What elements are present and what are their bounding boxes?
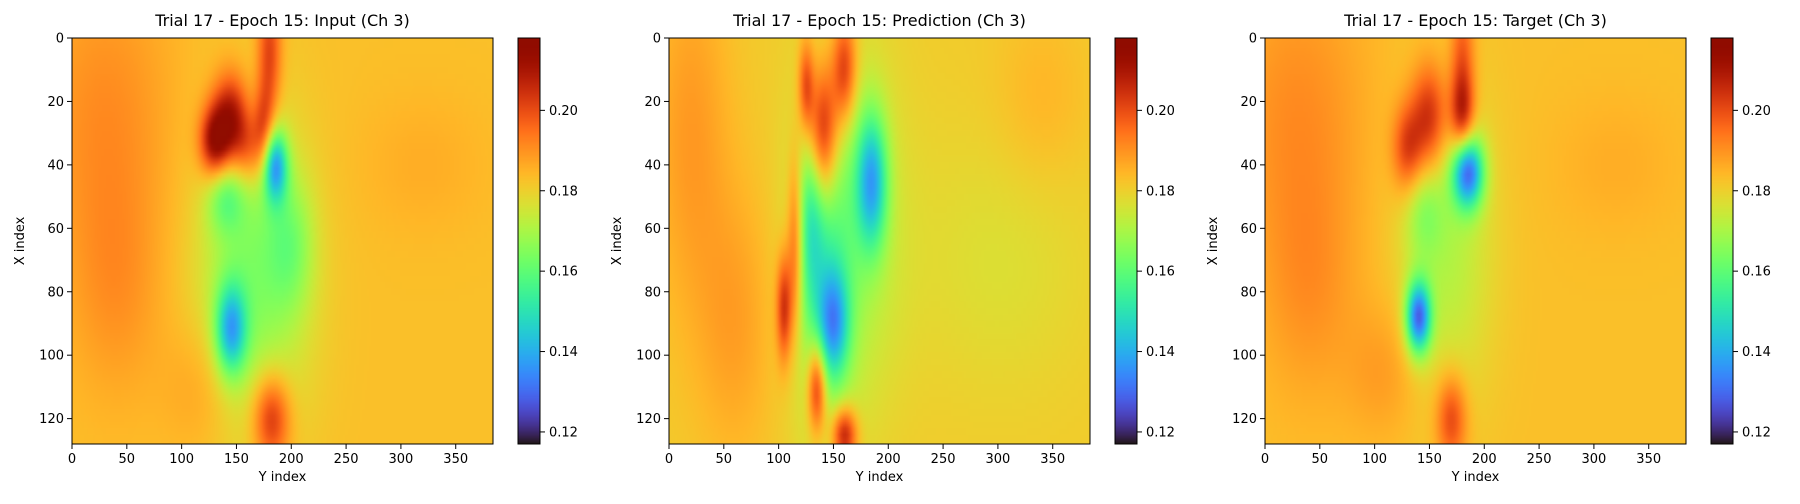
y-tick-label: 20	[47, 95, 64, 110]
colorbar-frame	[517, 37, 541, 445]
chart-title: Trial 17 - Epoch 15: Target (Ch 3)	[1343, 11, 1607, 30]
y-tick-label: 120	[39, 412, 64, 427]
y-tick-label: 20	[1240, 95, 1257, 110]
colorbar-tick-label: 0.14	[1146, 345, 1175, 360]
x-tick-label: 300	[985, 452, 1010, 467]
x-tick-label: 150	[1417, 452, 1442, 467]
chart-title: Trial 17 - Epoch 15: Prediction (Ch 3)	[732, 11, 1026, 30]
colorbar-gradient	[1115, 38, 1137, 444]
colorbar-tick-label: 0.12	[549, 425, 578, 440]
x-tick-label: 50	[716, 452, 733, 467]
x-tick-label: 350	[1636, 452, 1661, 467]
y-tick-label: 100	[636, 349, 661, 364]
y-tick-label: 80	[1240, 285, 1257, 300]
colorbar: 0.12 0.14 0.16 0.18 0.20	[1114, 37, 1175, 445]
y-tick-label: 60	[47, 222, 64, 237]
y-axis-label: X index	[13, 216, 28, 265]
y-tick-label: 40	[47, 158, 64, 173]
colorbar-frame	[1710, 37, 1734, 445]
x-tick-label: 300	[1581, 452, 1606, 467]
colorbar-tick-label: 0.14	[549, 345, 578, 360]
y-tick-label: 60	[1240, 222, 1257, 237]
plot-frame	[71, 37, 494, 445]
colorbar-tick-label: 0.16	[549, 265, 578, 280]
colorbar-tick-label: 0.12	[1742, 425, 1771, 440]
colorbar-gradient	[518, 38, 540, 444]
y-tick-label: 80	[47, 285, 64, 300]
y-tick-label: 80	[644, 285, 661, 300]
x-tick-label: 200	[1472, 452, 1497, 467]
x-tick-label: 350	[1040, 452, 1065, 467]
y-tick-label: 60	[644, 222, 661, 237]
plot-frame	[668, 37, 1091, 445]
x-axis-label: Y index	[1451, 470, 1500, 485]
heatmap-image	[1265, 38, 1686, 444]
y-tick-label: 40	[1240, 158, 1257, 173]
colorbar-tick-label: 0.18	[1146, 184, 1175, 199]
x-tick-label: 0	[1261, 452, 1269, 467]
x-tick-label: 200	[279, 452, 304, 467]
heatmap-image	[669, 38, 1090, 444]
panel-prediction: Trial 17 - Epoch 15: Prediction (Ch 3) 0 5…	[610, 11, 1175, 485]
x-axis-label: Y index	[258, 470, 307, 485]
x-tick-label: 100	[1362, 452, 1387, 467]
colorbar-tick-label: 0.14	[1742, 345, 1771, 360]
colorbar-tick-label: 0.12	[1146, 425, 1175, 440]
x-tick-label: 350	[443, 452, 468, 467]
x-tick-label: 150	[224, 452, 249, 467]
x-tick-label: 250	[1527, 452, 1552, 467]
x-tick-label: 250	[334, 452, 359, 467]
x-tick-label: 100	[169, 452, 194, 467]
panel-target: Trial 17 - Epoch 15: Target (Ch 3) 0 50 100…	[1206, 11, 1771, 485]
y-tick-label: 0	[1249, 32, 1257, 47]
chart-title: Trial 17 - Epoch 15: Input (Ch 3)	[154, 11, 410, 30]
panel-input: Trial 17 - Epoch 15: Input (Ch 3) 0 50 100 1…	[13, 11, 578, 485]
y-tick-label: 100	[39, 349, 64, 364]
y-tick-label: 120	[1232, 412, 1257, 427]
plot-frame	[1264, 37, 1687, 445]
x-tick-label: 250	[931, 452, 956, 467]
x-tick-label: 0	[68, 452, 76, 467]
y-axis-label: X index	[1206, 216, 1221, 265]
x-tick-label: 100	[766, 452, 791, 467]
y-tick-label: 0	[653, 32, 661, 47]
x-axis-label: Y index	[855, 470, 904, 485]
y-tick-label: 100	[1232, 349, 1257, 364]
colorbar-frame	[1114, 37, 1138, 445]
x-tick-label: 200	[876, 452, 901, 467]
x-tick-label: 50	[119, 452, 136, 467]
colorbar-tick-label: 0.20	[1742, 104, 1771, 119]
colorbar-tick-label: 0.16	[1146, 265, 1175, 280]
y-tick-label: 40	[644, 158, 661, 173]
x-tick-label: 150	[821, 452, 846, 467]
x-tick-label: 300	[388, 452, 413, 467]
y-axis-label: X index	[610, 216, 625, 265]
colorbar-gradient	[1711, 38, 1733, 444]
colorbar: 0.12 0.14 0.16 0.18 0.20	[517, 37, 578, 445]
colorbar-tick-label: 0.18	[549, 184, 578, 199]
y-tick-label: 0	[56, 32, 64, 47]
colorbar-tick-label: 0.20	[549, 104, 578, 119]
heatmap-image	[72, 38, 493, 444]
x-tick-label: 50	[1312, 452, 1329, 467]
colorbar: 0.12 0.14 0.16 0.18 0.20	[1710, 37, 1771, 445]
colorbar-tick-label: 0.16	[1742, 265, 1771, 280]
colorbar-tick-label: 0.20	[1146, 104, 1175, 119]
y-tick-label: 20	[644, 95, 661, 110]
y-tick-label: 120	[636, 412, 661, 427]
x-tick-label: 0	[665, 452, 673, 467]
colorbar-tick-label: 0.18	[1742, 184, 1771, 199]
